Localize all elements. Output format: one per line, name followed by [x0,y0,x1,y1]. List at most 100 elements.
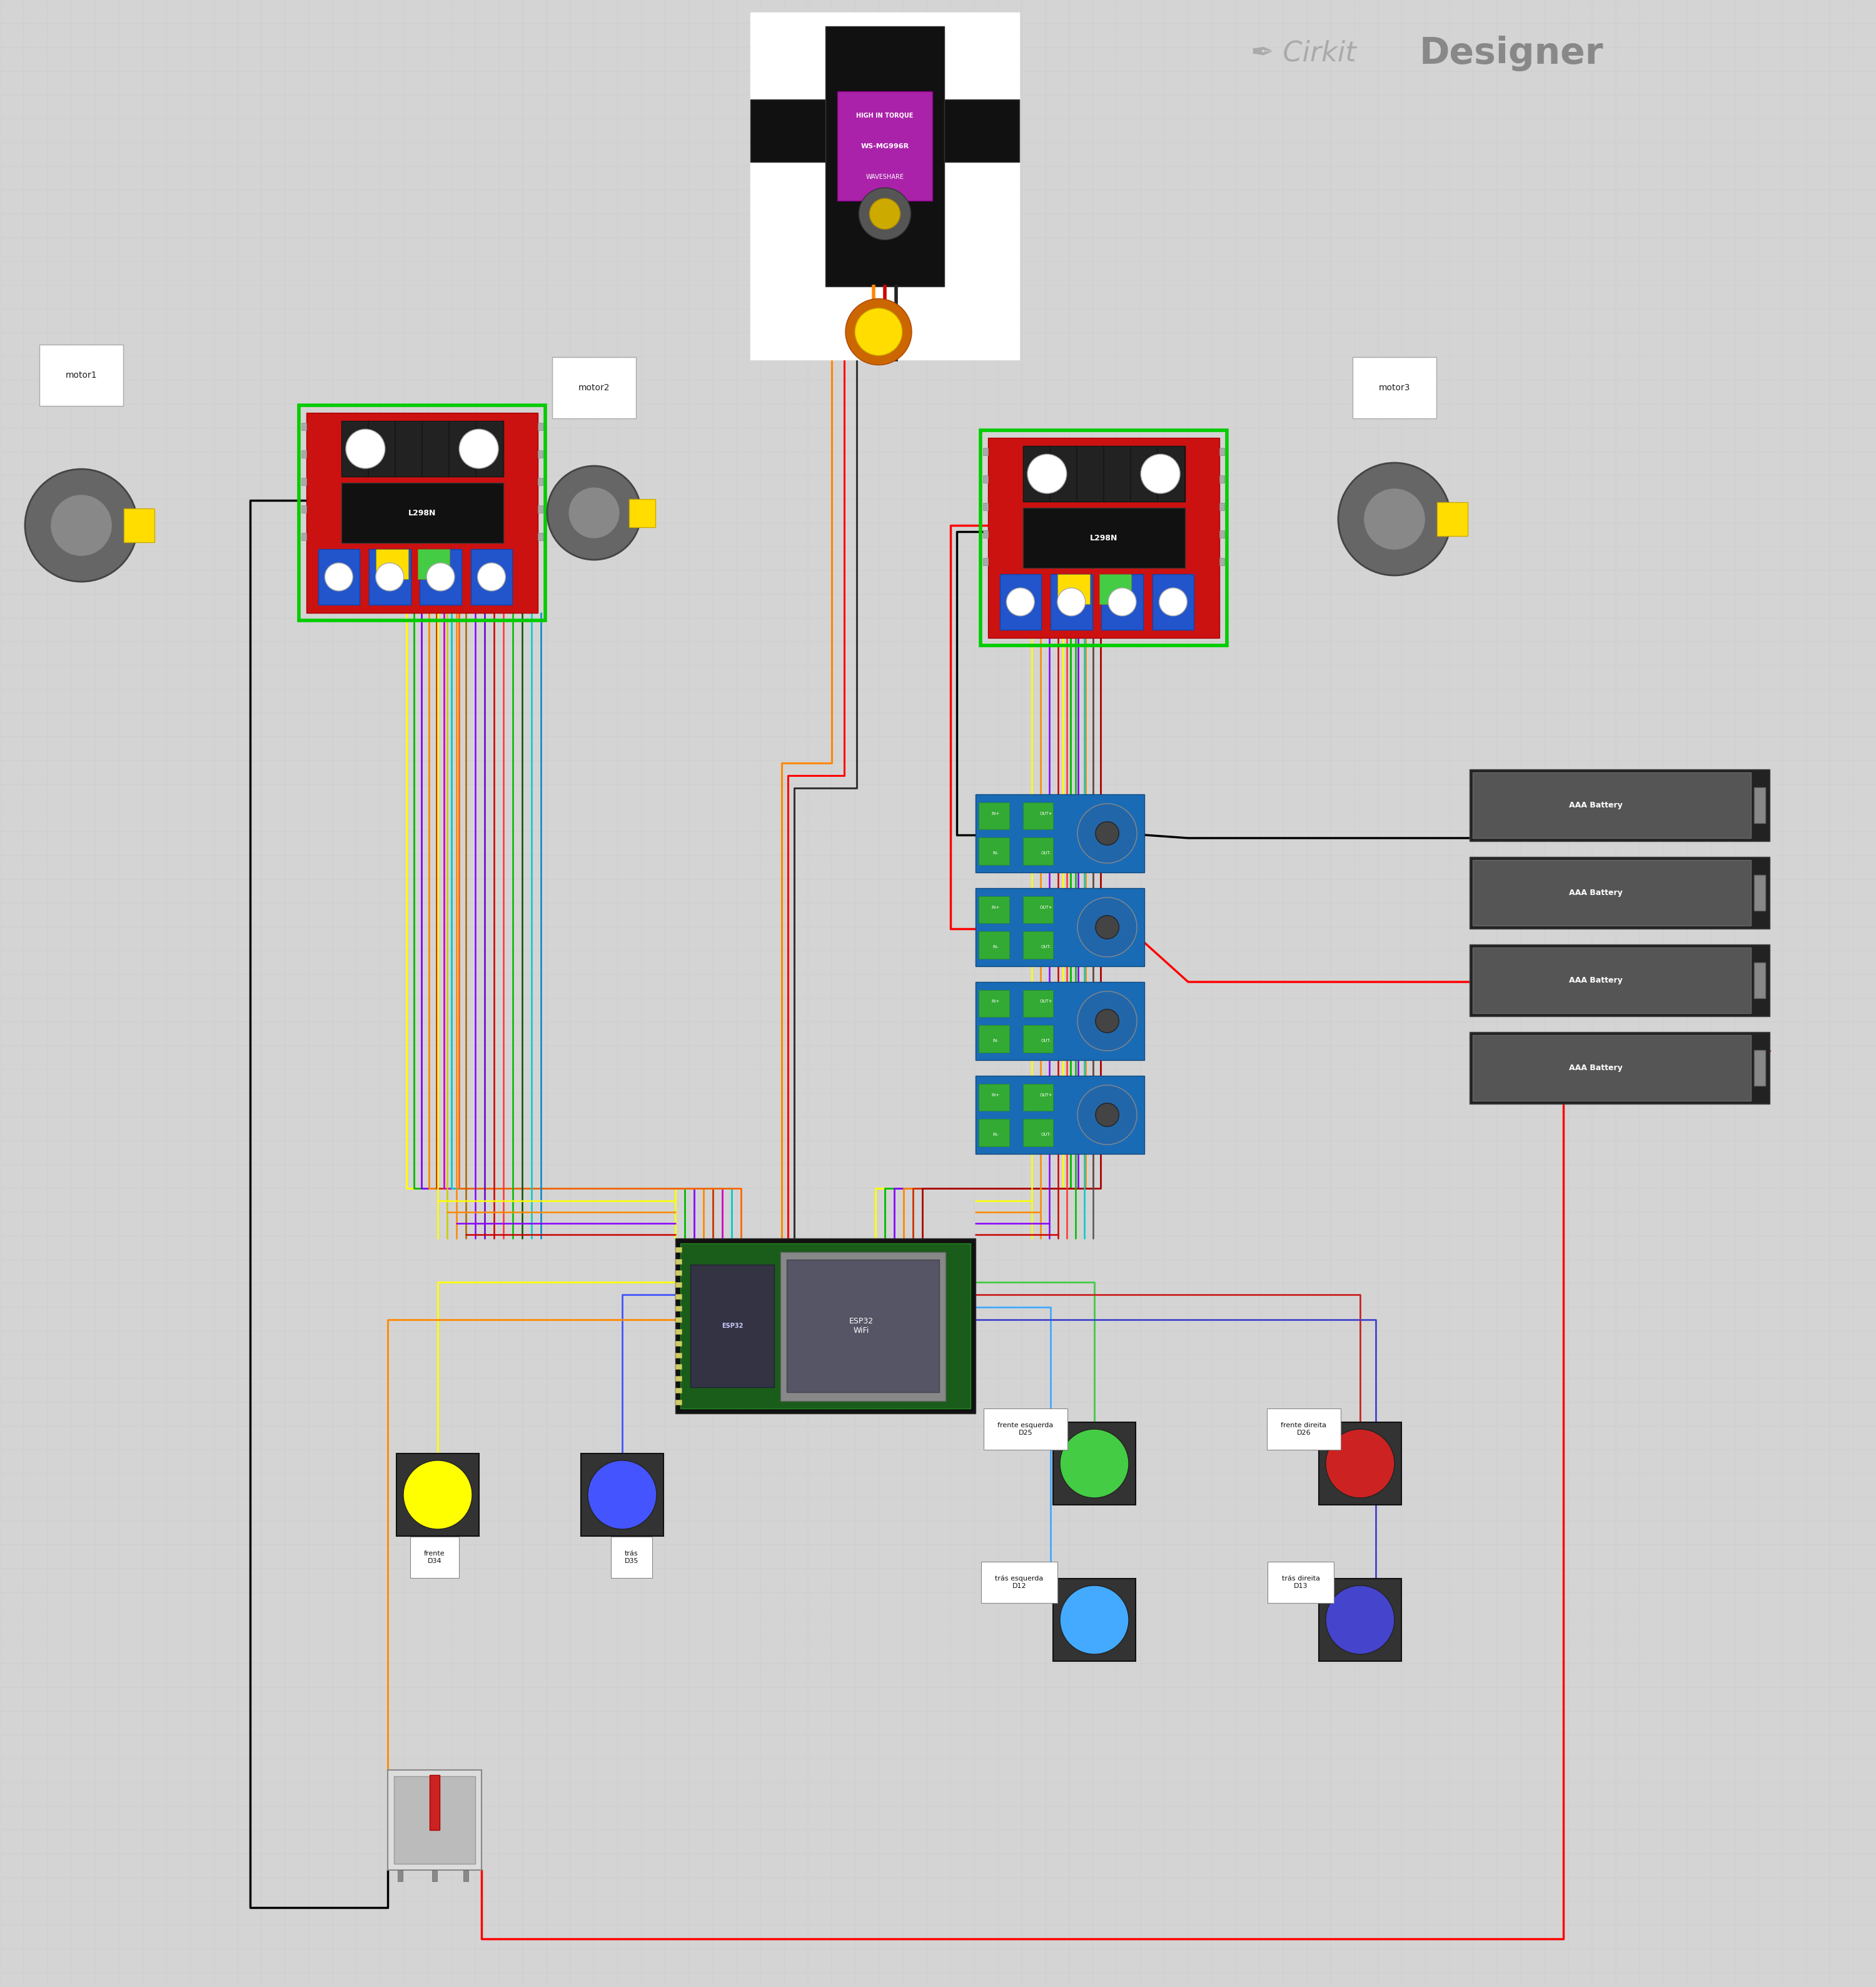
Bar [1754,874,1765,910]
Bar [418,548,450,578]
Text: IN-: IN- [992,1039,998,1043]
Bar [979,896,1009,924]
Circle shape [1060,1429,1129,1498]
Circle shape [426,562,454,590]
Bar [1103,445,1129,503]
Circle shape [345,429,385,469]
Text: IN-: IN- [992,946,998,948]
Text: HIGH IN TORQUE: HIGH IN TORQUE [855,113,914,119]
Bar [398,1870,403,1882]
Bar [1077,445,1103,503]
Bar [675,1365,681,1369]
Bar [302,533,306,540]
Bar [675,1305,681,1311]
Text: OUT-: OUT- [1041,1133,1052,1137]
Bar [1131,445,1157,503]
Circle shape [375,562,403,590]
Text: AAA Battery: AAA Battery [1568,801,1623,809]
Bar [1319,1578,1401,1661]
Bar [538,423,542,431]
Circle shape [1096,1103,1118,1127]
Bar [1022,990,1052,1017]
Circle shape [478,562,505,590]
Bar [1052,1423,1135,1504]
Bar [538,533,542,540]
Circle shape [859,189,912,240]
Circle shape [568,487,619,538]
Text: OUT-: OUT- [1041,850,1052,854]
Bar [979,1083,1009,1111]
Bar [675,1353,681,1357]
Bar [675,1341,681,1345]
Bar [1101,574,1142,630]
Bar [388,1770,482,1870]
Text: OUT-: OUT- [1041,946,1052,948]
Text: motor1: motor1 [66,372,98,380]
Text: trás
D35: trás D35 [625,1550,638,1564]
Bar [1219,475,1225,483]
Circle shape [869,199,900,229]
Circle shape [1326,1429,1394,1498]
Bar [302,423,306,431]
Bar [1469,944,1769,1015]
Bar [944,99,1019,161]
Bar [302,451,306,457]
Text: Designer: Designer [1420,36,1604,72]
Circle shape [1077,803,1137,862]
Bar [675,1282,681,1288]
Bar [1051,445,1077,503]
Text: L298N: L298N [409,509,435,517]
Bar [302,477,306,485]
Bar [983,475,989,483]
Bar [983,447,989,455]
Bar [463,1870,469,1882]
Bar [1022,1025,1052,1053]
Text: IN+: IN+ [992,999,1000,1003]
Circle shape [1338,463,1450,576]
Bar [1319,1423,1401,1504]
Circle shape [1326,1586,1394,1655]
Bar [317,548,360,604]
Text: ESP32
WiFi: ESP32 WiFi [850,1317,874,1335]
Bar [1473,773,1750,839]
Circle shape [587,1460,657,1530]
Bar [1051,574,1092,630]
Bar [983,503,989,511]
Text: IN+: IN+ [992,1093,1000,1097]
Bar [983,558,989,566]
Text: WAVESHARE: WAVESHARE [865,173,904,181]
Bar [979,990,1009,1017]
Circle shape [1028,455,1067,493]
Text: OUT+: OUT+ [1039,999,1052,1003]
Bar [976,888,1144,966]
Text: AAA Battery: AAA Battery [1568,1063,1623,1073]
Bar [1754,962,1765,997]
Bar [420,548,461,604]
Bar [675,1260,681,1264]
Bar [1219,447,1225,455]
Bar [1437,503,1467,536]
Circle shape [548,465,642,560]
Bar [538,451,542,457]
Bar [1157,445,1184,503]
Bar [368,421,394,477]
Bar [628,499,655,527]
Bar [675,1238,976,1413]
Bar [1473,860,1750,926]
Bar [1219,558,1225,566]
Bar [750,99,825,161]
Circle shape [1141,455,1180,493]
Text: frente
D34: frente D34 [424,1550,445,1564]
Circle shape [403,1460,473,1530]
Circle shape [846,298,912,366]
Circle shape [460,429,499,469]
Bar [1473,1035,1750,1101]
Bar [1022,445,1186,503]
Bar [675,1294,681,1299]
Circle shape [1077,898,1137,958]
Circle shape [1006,588,1034,616]
Bar [1219,503,1225,511]
Bar [981,431,1227,646]
Text: L298N: L298N [1090,535,1118,542]
Bar [582,1454,664,1536]
